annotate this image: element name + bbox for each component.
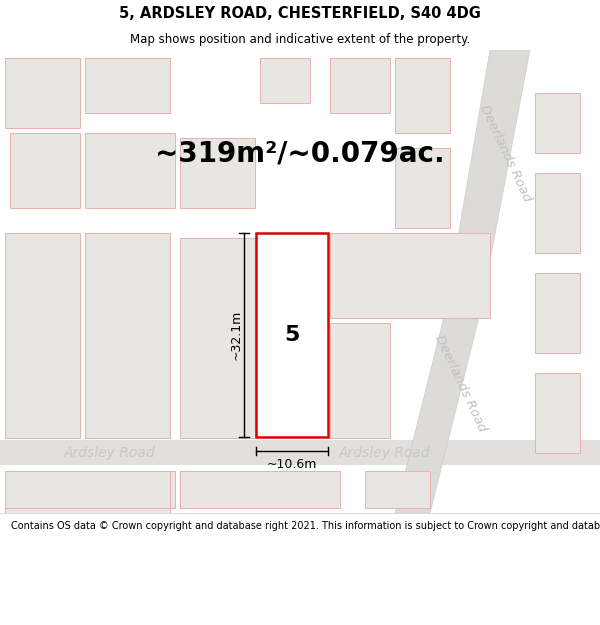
- Text: ~10.6m: ~10.6m: [267, 458, 317, 471]
- Text: 5, ARDSLEY ROAD, CHESTERFIELD, S40 4DG: 5, ARDSLEY ROAD, CHESTERFIELD, S40 4DG: [119, 6, 481, 21]
- Text: ~32.1m: ~32.1m: [229, 310, 242, 360]
- Bar: [260, 471, 340, 508]
- Bar: [365, 471, 430, 508]
- Bar: [535, 273, 580, 353]
- Bar: [395, 58, 450, 133]
- Bar: [330, 58, 390, 113]
- Bar: [0, 440, 600, 465]
- Bar: [85, 58, 170, 113]
- Text: 5: 5: [284, 325, 299, 345]
- Text: Contains OS data © Crown copyright and database right 2021. This information is : Contains OS data © Crown copyright and d…: [11, 521, 600, 531]
- Bar: [180, 471, 340, 508]
- Text: Deerlands Road: Deerlands Road: [477, 102, 533, 204]
- Polygon shape: [445, 50, 530, 313]
- Text: Map shows position and indicative extent of the property.: Map shows position and indicative extent…: [130, 32, 470, 46]
- Bar: [180, 138, 255, 208]
- Bar: [5, 471, 170, 508]
- Bar: [180, 238, 255, 438]
- Bar: [5, 58, 80, 128]
- Bar: [180, 471, 255, 508]
- Bar: [395, 148, 450, 228]
- Bar: [85, 133, 175, 208]
- Bar: [10, 133, 80, 208]
- Bar: [5, 471, 170, 513]
- Text: ~319m²/~0.079ac.: ~319m²/~0.079ac.: [155, 139, 445, 167]
- Bar: [260, 58, 310, 103]
- Text: Ardsley Road: Ardsley Road: [64, 446, 156, 459]
- Bar: [330, 323, 390, 438]
- Bar: [535, 93, 580, 153]
- Polygon shape: [395, 313, 480, 513]
- Bar: [90, 471, 175, 508]
- Bar: [5, 233, 80, 438]
- Bar: [256, 233, 328, 437]
- Bar: [535, 173, 580, 253]
- Text: Ardsley Road: Ardsley Road: [339, 446, 431, 459]
- Bar: [5, 471, 85, 508]
- Bar: [330, 233, 490, 318]
- Bar: [85, 233, 170, 438]
- Bar: [535, 373, 580, 453]
- Text: Deerlands Road: Deerlands Road: [432, 332, 488, 434]
